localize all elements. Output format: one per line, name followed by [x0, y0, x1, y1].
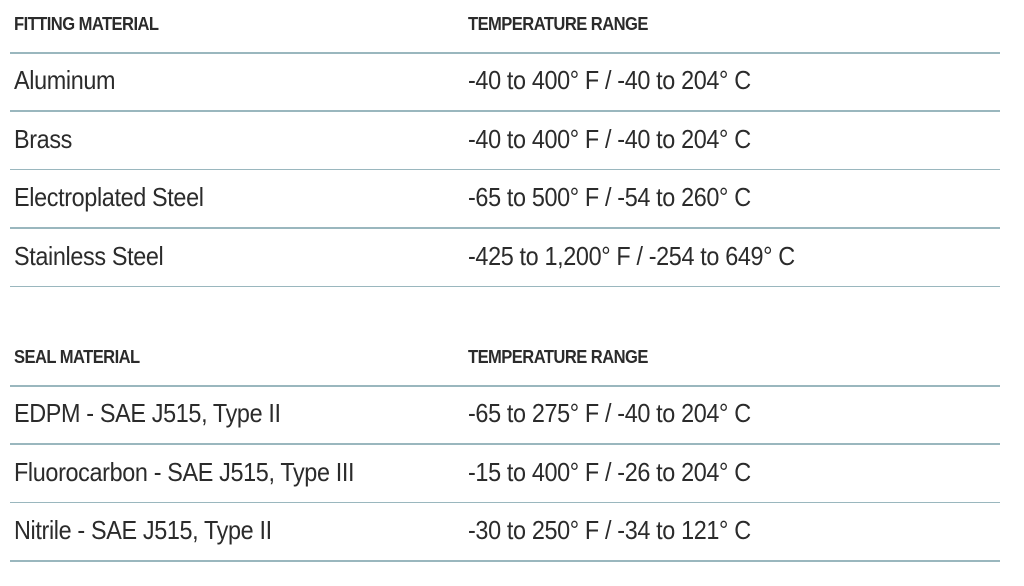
row-rule	[10, 560, 1000, 562]
table-cell: -30 to 250° F / -34 to 121° C	[468, 515, 751, 545]
table-cell: Fluorocarbon - SAE J515, Type III	[14, 456, 355, 487]
table-cell: -425 to 1,200° F / -254 to 649° C	[468, 240, 795, 271]
header-rule	[10, 52, 1000, 54]
column-header: SEAL MATERIAL	[14, 347, 140, 367]
row-rule	[10, 285, 1000, 287]
table-cell: -65 to 275° F / -40 to 204° C	[468, 398, 751, 428]
table-cell: -40 to 400° F / -40 to 204° C	[468, 65, 751, 95]
column-header: TEMPERATURE RANGE	[468, 347, 648, 367]
column-header: TEMPERATURE RANGE	[468, 14, 648, 34]
row-rule	[10, 443, 1000, 445]
table-cell: -65 to 500° F / -54 to 260° C	[468, 182, 751, 212]
table-cell: Stainless Steel	[14, 240, 164, 271]
table-cell: Nitrile - SAE J515, Type II	[14, 515, 272, 545]
table-cell: Aluminum	[14, 65, 116, 95]
row-rule	[10, 110, 1000, 112]
header-rule	[10, 385, 1000, 387]
row-rule	[10, 168, 1000, 170]
column-header: FITTING MATERIAL	[14, 14, 159, 34]
row-rule	[10, 227, 1000, 229]
table-cell: -15 to 400° F / -26 to 204° C	[468, 456, 751, 487]
table-cell: -40 to 400° F / -40 to 204° C	[468, 123, 751, 154]
table-cell: Brass	[14, 123, 73, 154]
table-cell: Electroplated Steel	[14, 182, 204, 212]
table-cell: EDPM - SAE J515, Type II	[14, 398, 281, 428]
row-rule	[10, 501, 1000, 503]
